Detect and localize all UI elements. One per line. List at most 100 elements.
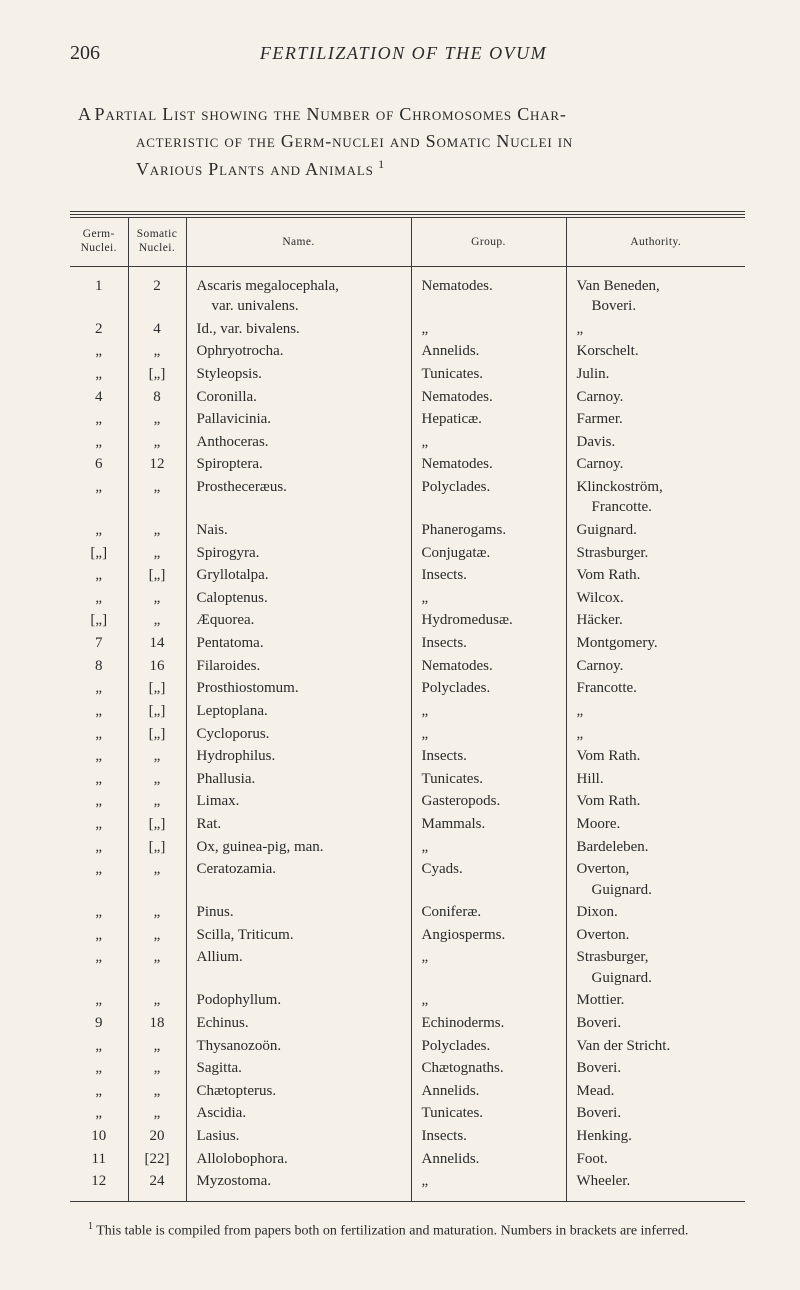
table-row: „„Anthoceras.„Davis. bbox=[70, 431, 745, 454]
cell-name: Pentatoma. bbox=[186, 632, 411, 655]
cell-germ: „ bbox=[70, 1034, 128, 1057]
cell-name: Chætopterus. bbox=[186, 1080, 411, 1103]
col-header-name: Name. bbox=[186, 218, 411, 266]
table-row: 714Pentatoma.Insects.Montgomery. bbox=[70, 632, 745, 655]
cell-germ: „ bbox=[70, 924, 128, 947]
table-row: „„Pallavicinia.Hepaticæ.Farmer. bbox=[70, 408, 745, 431]
cell-authority: „ bbox=[566, 317, 745, 340]
cell-name: Lasius. bbox=[186, 1125, 411, 1148]
article-title: A Partial List showing the Number of Chr… bbox=[70, 101, 745, 183]
cell-authority: Montgomery. bbox=[566, 632, 745, 655]
cell-germ: 12 bbox=[70, 1170, 128, 1193]
cell-germ: 11 bbox=[70, 1147, 128, 1170]
cell-germ: „ bbox=[70, 408, 128, 431]
cell-germ: „ bbox=[70, 722, 128, 745]
cell-somatic: „ bbox=[128, 989, 186, 1012]
cell-somatic: „ bbox=[128, 924, 186, 947]
cell-somatic: [„] bbox=[128, 564, 186, 587]
cell-somatic: [22] bbox=[128, 1147, 186, 1170]
table-row: „[„]Ox, guinea-pig, man.„Bardeleben. bbox=[70, 835, 745, 858]
title-prefix: A bbox=[78, 104, 95, 124]
cell-group: Angiosperms. bbox=[411, 924, 566, 947]
table-row: „[„]Cycloporus.„„ bbox=[70, 722, 745, 745]
cell-name: Æquorea. bbox=[186, 609, 411, 632]
cell-germ: „ bbox=[70, 431, 128, 454]
cell-germ: „ bbox=[70, 901, 128, 924]
cell-somatic: „ bbox=[128, 1102, 186, 1125]
cell-somatic: 18 bbox=[128, 1012, 186, 1035]
cell-authority: Vom Rath. bbox=[566, 745, 745, 768]
cell-name: Spirogyra. bbox=[186, 541, 411, 564]
footnote: 1 This table is compiled from papers bot… bbox=[70, 1220, 745, 1241]
cell-group: „ bbox=[411, 1170, 566, 1193]
cell-group: „ bbox=[411, 835, 566, 858]
cell-group: Nematodes. bbox=[411, 453, 566, 476]
running-header: FERTILIZATION OF THE OVUM bbox=[62, 43, 745, 64]
cell-name: Ox, guinea-pig, man. bbox=[186, 835, 411, 858]
cell-germ: „ bbox=[70, 768, 128, 791]
cell-somatic: [„] bbox=[128, 677, 186, 700]
table-row: „„Thysanozoön.Polyclades.Van der Stricht… bbox=[70, 1034, 745, 1057]
cell-authority: Carnoy. bbox=[566, 453, 745, 476]
table-row: „„Phallusia.Tunicates.Hill. bbox=[70, 768, 745, 791]
table-row: 1020Lasius.Insects.Henking. bbox=[70, 1125, 745, 1148]
cell-authority: Strasburger, Guignard. bbox=[566, 946, 745, 989]
page-header: 206 FERTILIZATION OF THE OVUM bbox=[70, 42, 745, 65]
cell-group: Insects. bbox=[411, 564, 566, 587]
cell-authority: Julin. bbox=[566, 363, 745, 386]
cell-group: Hepaticæ. bbox=[411, 408, 566, 431]
cell-name: Styleopsis. bbox=[186, 363, 411, 386]
cell-name: Spiroptera. bbox=[186, 453, 411, 476]
cell-group: Insects. bbox=[411, 632, 566, 655]
cell-authority: Francotte. bbox=[566, 677, 745, 700]
cell-group: Polyclades. bbox=[411, 476, 566, 519]
cell-somatic: „ bbox=[128, 901, 186, 924]
cell-group: Phanerogams. bbox=[411, 519, 566, 542]
cell-somatic: 8 bbox=[128, 385, 186, 408]
cell-authority: Mottier. bbox=[566, 989, 745, 1012]
table-row: 12Ascaris megalocephala, var. univalens.… bbox=[70, 275, 745, 318]
cell-authority: Korschelt. bbox=[566, 340, 745, 363]
cell-name: Leptoplana. bbox=[186, 700, 411, 723]
cell-name: Prosthiostomum. bbox=[186, 677, 411, 700]
cell-authority: Davis. bbox=[566, 431, 745, 454]
cell-name: Hydrophilus. bbox=[186, 745, 411, 768]
cell-group: Echinoderms. bbox=[411, 1012, 566, 1035]
cell-group: „ bbox=[411, 587, 566, 610]
cell-name: Limax. bbox=[186, 790, 411, 813]
cell-germ: „ bbox=[70, 1080, 128, 1103]
top-double-rule bbox=[70, 211, 745, 215]
cell-group: Tunicates. bbox=[411, 1102, 566, 1125]
cell-name: Allium. bbox=[186, 946, 411, 989]
cell-group: Polyclades. bbox=[411, 677, 566, 700]
table-row: „[„]Leptoplana.„„ bbox=[70, 700, 745, 723]
cell-somatic: „ bbox=[128, 790, 186, 813]
cell-authority: Boveri. bbox=[566, 1057, 745, 1080]
table-row: „„Ceratozamia.Cyads.Overton, Guignard. bbox=[70, 858, 745, 901]
title-superscript: 1 bbox=[378, 157, 384, 171]
cell-name: Anthoceras. bbox=[186, 431, 411, 454]
cell-group: Conjugatæ. bbox=[411, 541, 566, 564]
table-row: „„Ophryotrocha.Annelids.Korschelt. bbox=[70, 340, 745, 363]
cell-somatic: [„] bbox=[128, 835, 186, 858]
cell-somatic: „ bbox=[128, 408, 186, 431]
cell-authority: Boveri. bbox=[566, 1102, 745, 1125]
cell-somatic: [„] bbox=[128, 722, 186, 745]
col-header-group: Group. bbox=[411, 218, 566, 266]
title-line3: Various Plants and Animals bbox=[136, 159, 374, 179]
cell-germ: 1 bbox=[70, 275, 128, 318]
table-row: „„Ascidia.Tunicates.Boveri. bbox=[70, 1102, 745, 1125]
cell-somatic: „ bbox=[128, 768, 186, 791]
cell-name: Ophryotrocha. bbox=[186, 340, 411, 363]
cell-authority: Foot. bbox=[566, 1147, 745, 1170]
table-row: [„]„Spirogyra.Conjugatæ.Strasburger. bbox=[70, 541, 745, 564]
cell-germ: „ bbox=[70, 363, 128, 386]
col-header-germ: Germ- Nuclei. bbox=[70, 218, 128, 266]
cell-group: Tunicates. bbox=[411, 768, 566, 791]
table-row: „[„]Prosthiostomum.Polyclades.Francotte. bbox=[70, 677, 745, 700]
table-row: „„Caloptenus.„Wilcox. bbox=[70, 587, 745, 610]
cell-authority: „ bbox=[566, 722, 745, 745]
cell-authority: Carnoy. bbox=[566, 654, 745, 677]
cell-somatic: 12 bbox=[128, 453, 186, 476]
cell-somatic: „ bbox=[128, 541, 186, 564]
